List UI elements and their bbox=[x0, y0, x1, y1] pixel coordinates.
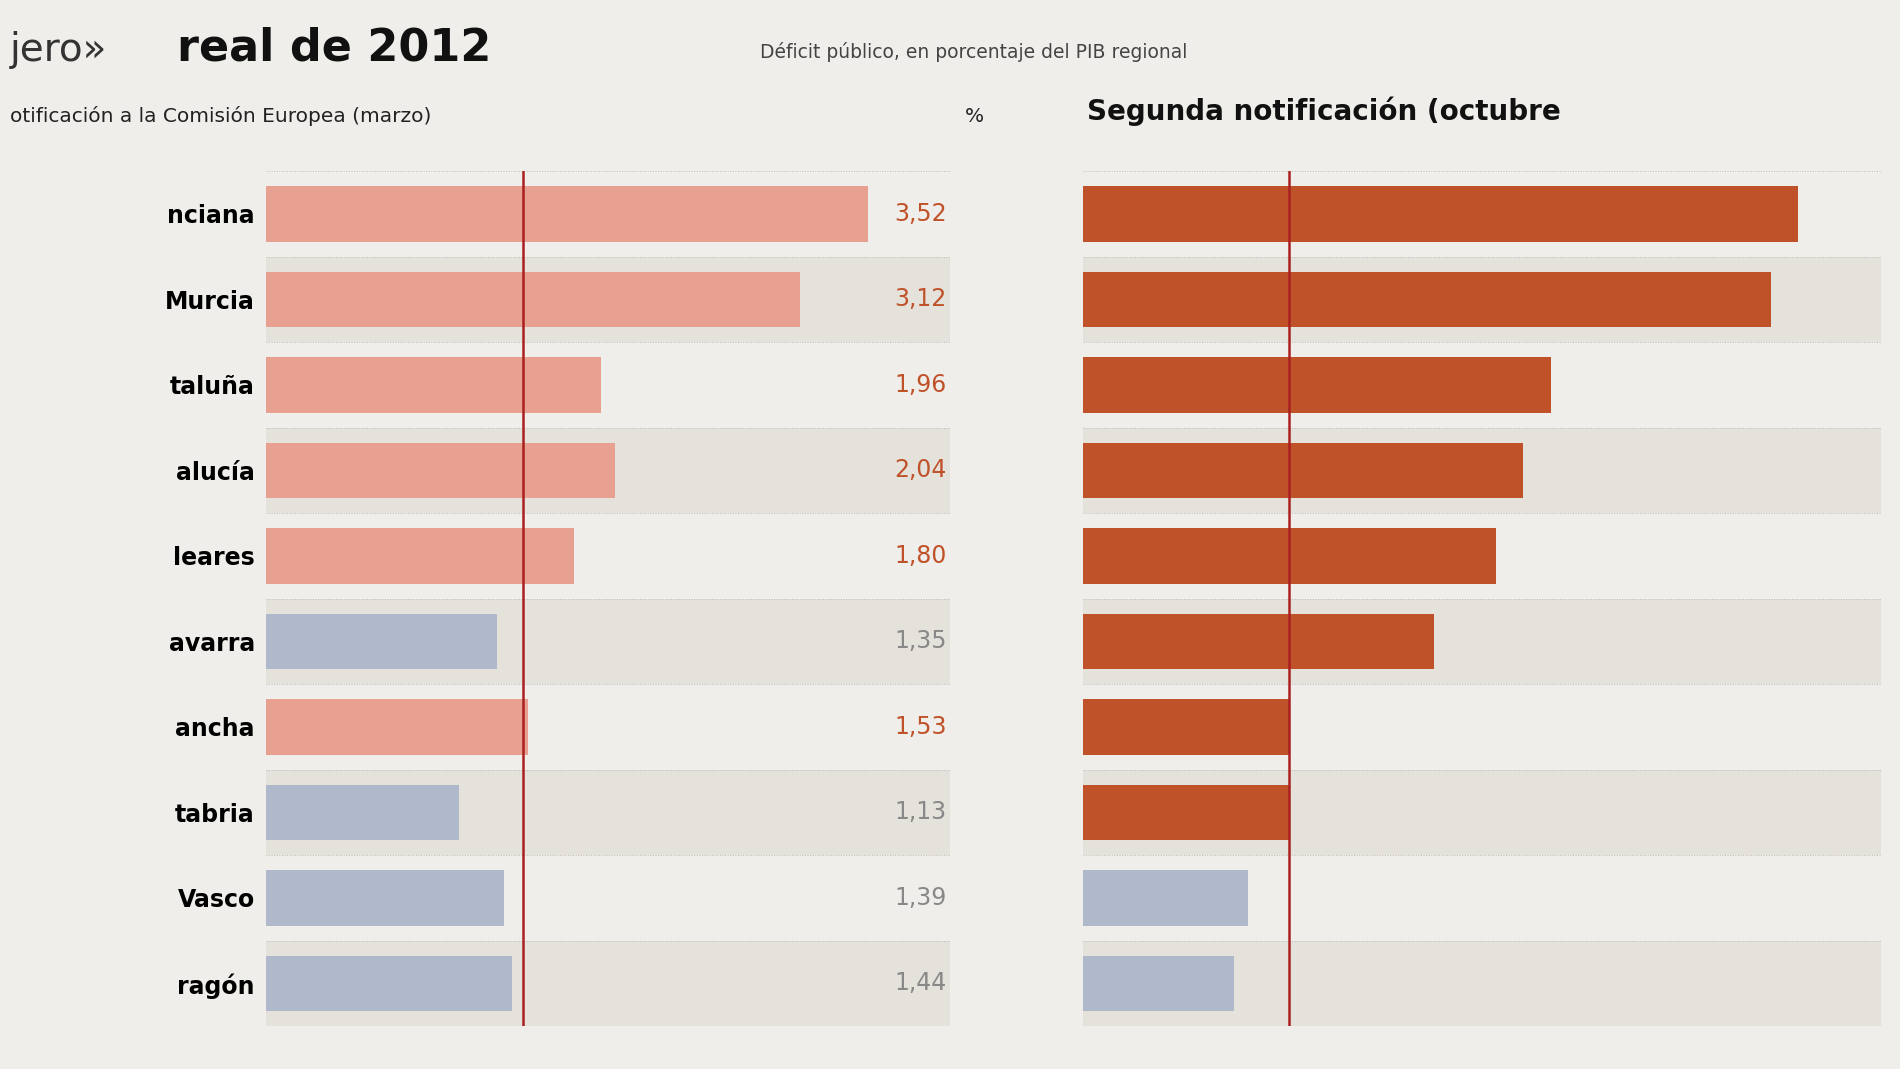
Bar bbox=[266, 443, 616, 498]
Bar bbox=[266, 272, 800, 327]
Bar bbox=[0, 171, 1900, 257]
Text: jero»: jero» bbox=[10, 31, 106, 69]
Bar bbox=[0, 599, 1900, 684]
Text: 1,35: 1,35 bbox=[895, 630, 946, 653]
Text: 2,04: 2,04 bbox=[895, 459, 946, 482]
Bar bbox=[0, 941, 1900, 1026]
Bar bbox=[1083, 272, 1771, 327]
Bar bbox=[0, 941, 1900, 1026]
Bar bbox=[0, 428, 1900, 513]
Bar bbox=[0, 342, 1900, 428]
Bar bbox=[1083, 785, 1290, 840]
Bar bbox=[1083, 357, 1550, 413]
Bar bbox=[266, 186, 868, 242]
Text: 3,12: 3,12 bbox=[895, 288, 946, 311]
Bar bbox=[1083, 870, 1248, 926]
Bar bbox=[0, 257, 1900, 342]
Bar bbox=[266, 785, 460, 840]
Bar bbox=[0, 513, 1900, 599]
Text: 1,96: 1,96 bbox=[895, 373, 946, 397]
Bar bbox=[0, 428, 1900, 513]
Bar bbox=[0, 770, 1900, 855]
Bar bbox=[266, 870, 504, 926]
Bar bbox=[1083, 699, 1290, 755]
Text: otificación a la Comisión Europea (marzo): otificación a la Comisión Europea (marzo… bbox=[10, 106, 431, 126]
Text: 1,13: 1,13 bbox=[895, 801, 946, 824]
Bar bbox=[266, 956, 513, 1011]
Bar bbox=[1083, 956, 1235, 1011]
Bar bbox=[0, 684, 1900, 770]
Text: 1,80: 1,80 bbox=[895, 544, 946, 568]
Bar bbox=[0, 257, 1900, 342]
Bar bbox=[1083, 186, 1799, 242]
Text: 3,52: 3,52 bbox=[895, 202, 946, 226]
Text: 1,39: 1,39 bbox=[895, 886, 946, 910]
Bar bbox=[266, 528, 574, 584]
Text: Déficit público, en porcentaje del PIB regional: Déficit público, en porcentaje del PIB r… bbox=[760, 42, 1188, 62]
Text: 1,53: 1,53 bbox=[895, 715, 946, 739]
Bar bbox=[0, 599, 1900, 684]
Bar bbox=[0, 855, 1900, 941]
Text: real de 2012: real de 2012 bbox=[177, 27, 490, 69]
Bar bbox=[0, 684, 1900, 770]
Bar bbox=[266, 699, 528, 755]
Text: %: % bbox=[965, 107, 984, 126]
Bar bbox=[0, 855, 1900, 941]
Bar bbox=[0, 513, 1900, 599]
Bar bbox=[266, 614, 498, 669]
Text: Segunda notificación (octubre: Segunda notificación (octubre bbox=[1087, 96, 1560, 126]
Bar bbox=[0, 171, 1900, 257]
Bar bbox=[1083, 614, 1434, 669]
Text: 1,44: 1,44 bbox=[895, 972, 946, 995]
Bar bbox=[1083, 528, 1495, 584]
Bar bbox=[1083, 443, 1524, 498]
Bar bbox=[0, 770, 1900, 855]
Bar bbox=[266, 357, 600, 413]
Bar bbox=[0, 342, 1900, 428]
